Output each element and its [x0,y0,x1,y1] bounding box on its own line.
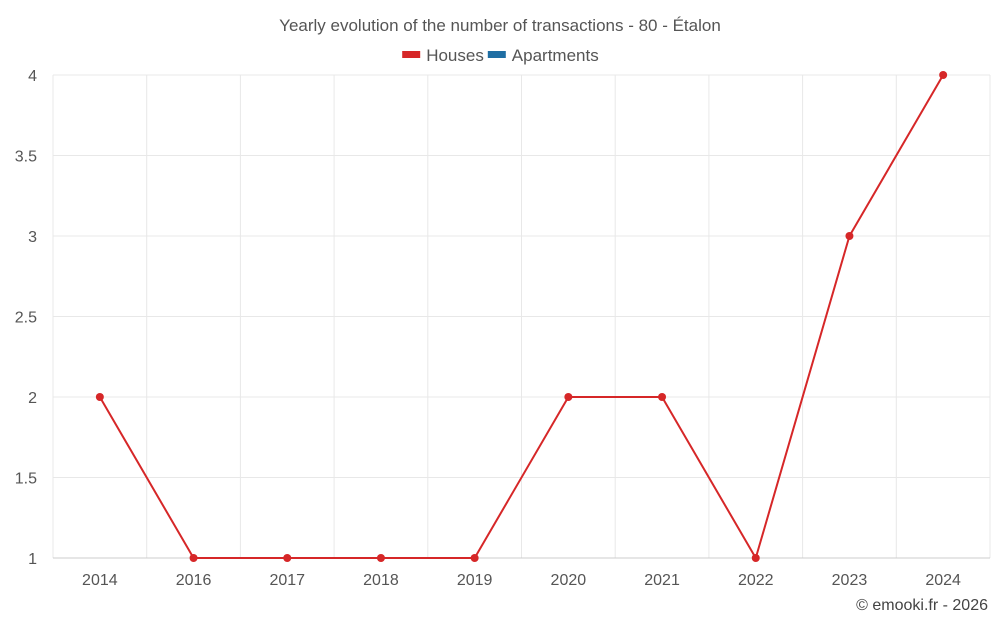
data-point[interactable] [564,393,573,401]
data-point[interactable] [658,393,667,401]
gridlines [52,74,991,559]
x-tick-label: 2021 [644,572,680,589]
y-tick-label: 3.5 [15,149,37,166]
data-point[interactable] [95,393,104,401]
x-tick-label: 2022 [738,572,774,589]
series-line-houses [98,74,945,559]
x-tick-label: 2019 [457,572,493,589]
y-tick-label: 1 [28,551,37,568]
x-tick-label: 2018 [363,572,399,589]
legend: Houses Apartments [402,46,599,65]
x-axis-ticks: 2014 2016 2017 2018 2019 2020 2021 2022 2023 2024 [82,572,961,589]
legend-label: Apartments [512,46,599,65]
data-point[interactable] [939,71,948,79]
y-tick-label: 2 [28,390,37,407]
legend-item[interactable]: Apartments [487,46,599,65]
data-point[interactable] [470,554,479,562]
data-point[interactable] [189,554,198,562]
credit-text: © emooki.fr - 2026 [856,597,988,614]
x-tick-label: 2023 [832,572,868,589]
chart-title: Yearly evolution of the number of transa… [279,16,721,35]
data-point[interactable] [845,232,854,240]
y-tick-label: 3 [28,229,37,246]
x-tick-label: 2014 [82,572,118,589]
data-point[interactable] [751,554,760,562]
x-tick-label: 2016 [176,572,212,589]
legend-label: Houses [426,46,484,65]
y-tick-label: 1.5 [15,471,37,488]
x-tick-label: 2020 [551,572,587,589]
y-axis-ticks: 1 1.5 2 2.5 3 3.5 4 [15,68,37,568]
x-tick-label: 2024 [925,572,961,589]
y-tick-label: 4 [28,68,37,85]
y-tick-label: 2.5 [15,310,37,327]
data-point[interactable] [376,554,385,562]
legend-item[interactable]: Houses [402,46,484,65]
data-point[interactable] [283,554,292,562]
series-layer [95,71,948,562]
legend-swatch [402,51,421,58]
legend-swatch [487,51,506,58]
x-tick-label: 2017 [269,572,305,589]
